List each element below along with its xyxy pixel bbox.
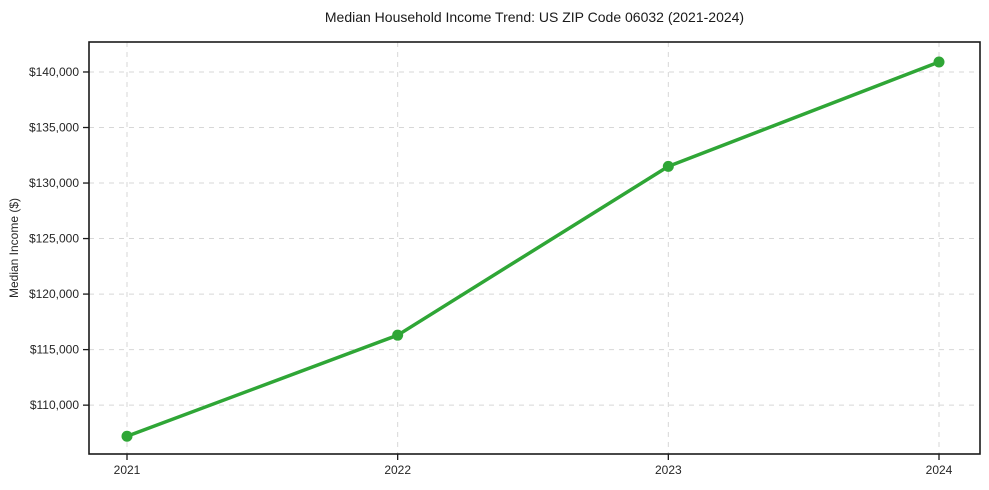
chart-title: Median Household Income Trend: US ZIP Co… [324,9,745,25]
y-tick-label: $130,000 [29,176,79,190]
data-point-2024 [933,56,945,68]
y-tick-label: $140,000 [29,65,79,79]
data-point-2023 [662,160,674,172]
x-tick-label: 2021 [114,463,141,477]
data-point-2022 [392,329,404,341]
data-point-2021 [121,430,133,442]
x-tick-label: 2024 [926,463,953,477]
y-tick-label: $125,000 [29,232,79,246]
plot-area-border [88,41,981,455]
trend-line [125,60,941,438]
y-tick-label: $120,000 [29,287,79,301]
x-tick-label: 2022 [384,463,411,477]
y-tick-label: $115,000 [30,343,79,357]
x-tick-label: 2023 [655,463,682,477]
y-tick-label: $110,000 [30,398,79,412]
y-tick-label: $135,000 [29,121,79,135]
